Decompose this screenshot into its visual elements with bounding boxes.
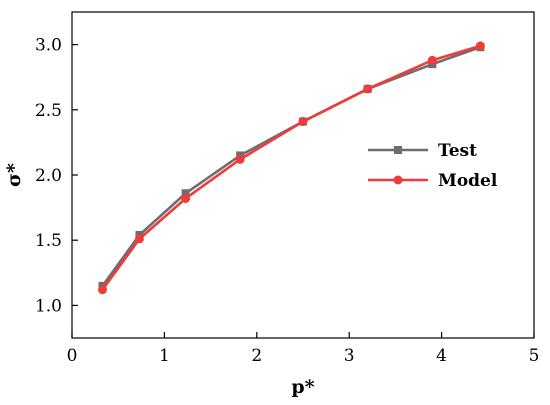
x-axis-label: p* (291, 376, 314, 398)
x-tick-label: 0 (67, 346, 78, 366)
y-axis-label: σ* (3, 163, 25, 187)
model-point (235, 154, 245, 164)
y-tick-label: 1.0 (35, 296, 62, 316)
model-point (427, 55, 437, 65)
x-tick-label: 2 (251, 346, 262, 366)
x-tick-label: 1 (159, 346, 170, 366)
test-line (101, 45, 481, 287)
legend-label-model: Model (438, 171, 498, 191)
y-tick-label: 2.5 (35, 101, 62, 121)
series-layer (97, 41, 485, 295)
y-tick-label: 3.0 (35, 36, 62, 56)
model-point (134, 234, 144, 244)
x-tick-label: 3 (344, 346, 355, 366)
model-point (298, 117, 308, 127)
model-point (475, 41, 485, 51)
test-point (181, 189, 190, 198)
model-line (101, 44, 481, 291)
legend-label-test: Test (438, 141, 477, 161)
plot-area: 0 1 2 3 4 5 1.0 1.5 2.0 2.5 3.0 p* σ* (3, 11, 540, 398)
y-tick-label: 2.0 (35, 166, 62, 186)
series-model (97, 41, 485, 295)
series-test (98, 43, 485, 290)
legend-marker-model (393, 175, 403, 185)
model-point (181, 193, 191, 203)
x-tick-label: 4 (436, 346, 447, 366)
y-tick-label: 1.5 (35, 231, 62, 251)
model-point (363, 84, 373, 94)
legend: Test Model (368, 141, 498, 191)
x-tick-label: 5 (529, 346, 540, 366)
legend-item-model: Model (368, 171, 498, 191)
model-point (97, 285, 107, 295)
legend-item-test: Test (368, 141, 477, 161)
legend-marker-test (394, 146, 402, 154)
